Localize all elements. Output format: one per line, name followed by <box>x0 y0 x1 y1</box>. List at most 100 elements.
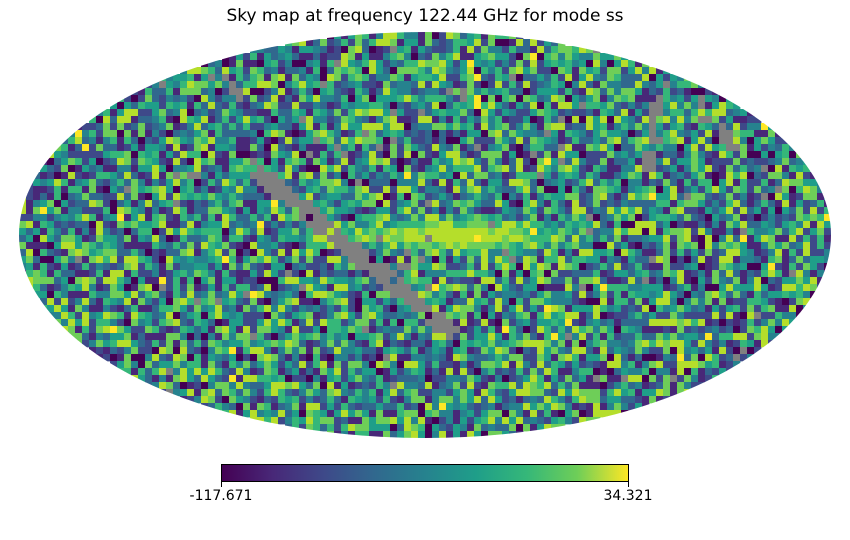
map-pixel <box>509 158 517 166</box>
map-pixel <box>537 347 545 355</box>
map-pixel <box>355 326 363 334</box>
map-pixel <box>586 221 594 229</box>
map-pixel <box>166 375 174 383</box>
map-pixel <box>313 249 321 257</box>
map-pixel <box>733 193 741 201</box>
map-pixel <box>411 158 419 166</box>
map-pixel <box>628 123 636 131</box>
map-pixel <box>586 368 594 376</box>
map-pixel <box>558 46 566 54</box>
map-pixel <box>33 214 41 222</box>
map-pixel <box>411 193 419 201</box>
map-pixel <box>523 53 531 61</box>
map-pixel <box>61 151 69 159</box>
map-pixel <box>663 326 671 334</box>
map-pixel <box>222 228 230 236</box>
map-pixel <box>327 151 335 159</box>
map-pixel <box>600 207 608 215</box>
map-pixel <box>271 375 279 383</box>
map-pixel <box>68 130 76 138</box>
map-pixel <box>579 74 587 82</box>
map-pixel <box>607 88 615 96</box>
map-pixel <box>173 340 181 348</box>
map-pixel <box>453 368 461 376</box>
map-pixel <box>474 326 482 334</box>
map-pixel <box>236 60 244 68</box>
map-pixel <box>152 130 160 138</box>
map-pixel <box>565 179 573 187</box>
map-pixel <box>166 235 174 243</box>
map-pixel <box>89 151 97 159</box>
map-pixel <box>362 95 370 103</box>
map-pixel <box>537 39 545 47</box>
map-pixel <box>376 298 384 306</box>
map-pixel <box>26 256 34 264</box>
map-pixel <box>579 137 587 145</box>
map-pixel <box>446 305 454 313</box>
map-pixel <box>404 228 412 236</box>
map-pixel <box>740 270 748 278</box>
map-pixel <box>558 109 566 117</box>
map-pixel <box>460 67 468 75</box>
map-pixel <box>698 88 706 96</box>
map-pixel <box>250 270 258 278</box>
map-pixel <box>523 137 531 145</box>
map-pixel <box>586 354 594 362</box>
map-pixel <box>180 116 188 124</box>
map-pixel <box>285 123 293 131</box>
map-pixel <box>705 102 713 110</box>
map-pixel <box>292 95 300 103</box>
map-pixel <box>173 319 181 327</box>
map-pixel <box>222 242 230 250</box>
map-pixel <box>138 221 146 229</box>
map-pixel <box>54 270 62 278</box>
map-pixel <box>579 186 587 194</box>
map-pixel <box>250 249 258 257</box>
map-pixel <box>334 347 342 355</box>
map-pixel <box>152 109 160 117</box>
map-pixel <box>509 361 517 369</box>
map-pixel <box>705 144 713 152</box>
map-pixel <box>313 221 321 229</box>
map-pixel <box>516 368 524 376</box>
map-pixel <box>236 179 244 187</box>
map-pixel <box>292 123 300 131</box>
map-pixel <box>271 46 279 54</box>
map-pixel <box>117 200 125 208</box>
map-pixel <box>33 186 41 194</box>
map-pixel <box>649 333 657 341</box>
map-pixel <box>299 144 307 152</box>
map-pixel <box>285 179 293 187</box>
map-pixel <box>152 298 160 306</box>
map-pixel <box>656 270 664 278</box>
map-pixel <box>432 207 440 215</box>
map-pixel <box>208 109 216 117</box>
map-pixel <box>229 263 237 271</box>
map-pixel <box>453 256 461 264</box>
map-pixel <box>96 354 104 362</box>
map-pixel <box>698 277 706 285</box>
map-pixel <box>383 144 391 152</box>
map-pixel <box>474 368 482 376</box>
map-pixel <box>656 193 664 201</box>
map-pixel <box>467 179 475 187</box>
map-pixel <box>278 53 286 61</box>
map-pixel <box>187 340 195 348</box>
map-pixel <box>257 165 265 173</box>
map-pixel <box>152 249 160 257</box>
map-pixel <box>40 214 48 222</box>
map-pixel <box>642 312 650 320</box>
map-pixel <box>754 116 762 124</box>
map-pixel <box>775 249 783 257</box>
map-pixel <box>124 165 132 173</box>
map-pixel <box>754 214 762 222</box>
map-pixel <box>390 382 398 390</box>
map-pixel <box>481 263 489 271</box>
map-pixel <box>138 347 146 355</box>
map-pixel <box>754 179 762 187</box>
map-pixel <box>96 207 104 215</box>
map-pixel <box>719 207 727 215</box>
map-pixel <box>579 270 587 278</box>
map-pixel <box>159 151 167 159</box>
map-pixel <box>565 200 573 208</box>
